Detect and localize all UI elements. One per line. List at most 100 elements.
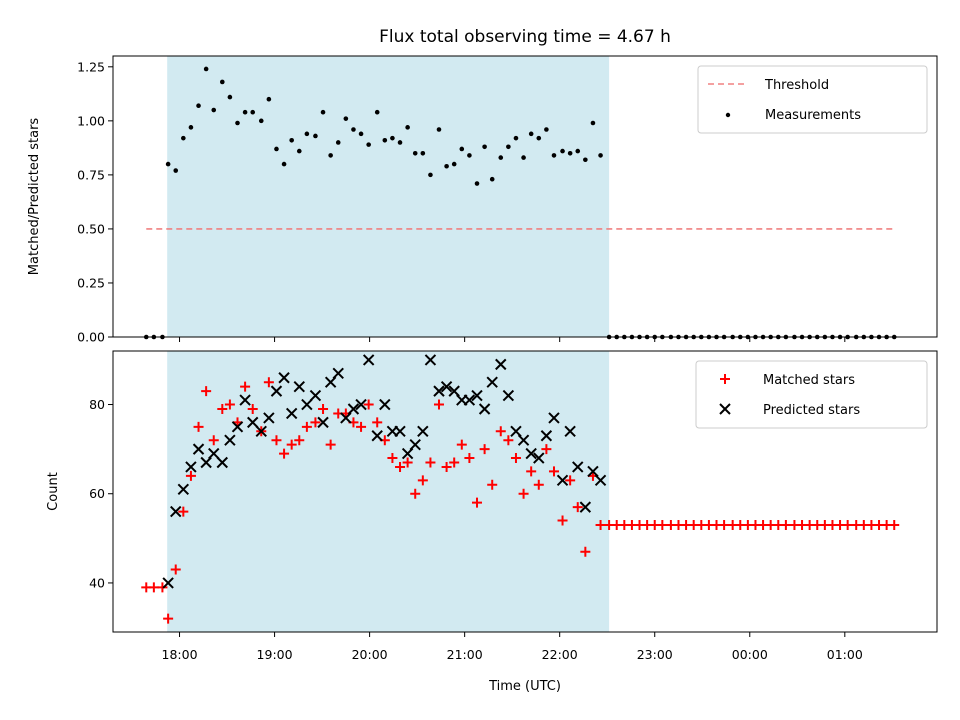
- predicted-star-point: [255, 425, 267, 437]
- matched-star-point: [510, 453, 521, 464]
- predicted-star-point: [239, 394, 251, 406]
- matched-star-point: [170, 564, 181, 575]
- measurement-point: [250, 109, 256, 115]
- x-tick-label: 23:00: [637, 647, 673, 662]
- matched-star-point: [533, 479, 544, 490]
- matched-star-point: [395, 461, 406, 472]
- predicted-star-point: [379, 398, 391, 411]
- predicted-star-point: [355, 398, 367, 411]
- matched-star-point: [163, 613, 174, 624]
- predicted-star-point: [517, 434, 530, 446]
- matched-star-point: [557, 515, 568, 526]
- predicted-star-point: [478, 403, 491, 415]
- matched-star-point: [185, 470, 196, 481]
- y-tick-label: 1.00: [77, 113, 105, 128]
- measurement-point: [181, 135, 186, 141]
- measurement-point: [343, 116, 349, 121]
- predicted-star-point: [309, 389, 322, 402]
- predicted-star-point: [495, 358, 507, 371]
- observing-window-top: [167, 56, 610, 337]
- x-tick-label: 20:00: [352, 647, 388, 662]
- measurement-point: [211, 107, 217, 113]
- x-tick-label: 21:00: [447, 647, 483, 662]
- measurement-point: [366, 142, 371, 147]
- predicted-star-point: [394, 425, 406, 437]
- measurement-point: [489, 176, 495, 182]
- matched-legend-swatch: [720, 374, 730, 384]
- matched-star-point: [271, 435, 282, 446]
- predicted-star-point: [224, 434, 236, 446]
- measurement-point: [165, 161, 171, 167]
- matched-star-point: [780, 519, 791, 530]
- measurement-point: [188, 125, 194, 130]
- predicted-legend-swatch: [719, 403, 731, 415]
- predicted-star-point: [362, 354, 375, 366]
- matched-star-point: [263, 377, 274, 388]
- matched-star-point: [842, 519, 853, 530]
- measurement-point: [444, 163, 449, 169]
- y-tick-label: 0.50: [77, 221, 105, 236]
- predicted-star-point: [285, 407, 298, 420]
- matched-star-point: [526, 466, 537, 477]
- predicted-star-point: [347, 403, 360, 415]
- measurement-point: [320, 109, 326, 115]
- matched-star-point: [565, 475, 576, 486]
- measurement-point: [203, 66, 209, 72]
- measurement-point: [521, 155, 526, 160]
- predicted-star-point: [409, 438, 421, 451]
- count-panel-frame: [112, 350, 938, 633]
- measurement-point: [506, 144, 511, 150]
- predicted-star-point: [177, 483, 190, 495]
- matched-star-point: [325, 439, 336, 450]
- matched-star-point: [487, 479, 498, 490]
- measurement-point: [351, 127, 356, 132]
- legend-box: [697, 65, 928, 134]
- predicted-star-point: [371, 430, 383, 442]
- matched-star-point: [301, 421, 312, 432]
- matched-star-point: [548, 466, 559, 477]
- matched-star-point: [472, 497, 483, 508]
- matched-star-point: [518, 488, 529, 499]
- x-tick-label: 22:00: [542, 647, 578, 662]
- predicted-star-point: [556, 474, 569, 487]
- predicted-star-point: [278, 372, 290, 384]
- measurement-point: [335, 140, 341, 145]
- matched-star-point: [310, 417, 321, 428]
- matched-star-point: [441, 461, 452, 472]
- measurement-point: [266, 96, 272, 102]
- measurement-point: [196, 103, 201, 109]
- y-tick-label: 0.25: [77, 275, 105, 290]
- x-axis-ticks: 18:00 19:00 20:00 21:00 22:00 23:00 00:00 01:00: [162, 647, 863, 662]
- matched-star-point: [279, 448, 290, 459]
- x-tick-label: 00:00: [732, 647, 768, 662]
- matched-star-point: [503, 435, 514, 446]
- predicted-star-point: [579, 501, 592, 513]
- matched-star-point: [580, 546, 591, 557]
- predicted-star-point: [170, 505, 182, 518]
- matched-star-point: [595, 519, 606, 530]
- predicted-star-point: [463, 394, 476, 406]
- predicted-star-point: [332, 367, 344, 380]
- measurement-point: [544, 127, 549, 132]
- predicted-star-point: [540, 430, 553, 442]
- matched-star-point: [449, 457, 460, 468]
- measurement-point: [390, 135, 395, 141]
- matched-star-point: [157, 582, 168, 593]
- count-panel: 40 60 80 Count Matched stars Predicted sta…: [46, 350, 938, 637]
- predicted-star-point: [293, 380, 305, 393]
- matched-star-point: [495, 426, 506, 437]
- matched-star-point: [372, 417, 383, 428]
- measurement-point: [412, 150, 418, 156]
- x-tick-label: 19:00: [257, 647, 293, 662]
- predicted-star-point: [162, 577, 174, 589]
- predicted-star-point: [192, 443, 205, 455]
- predicted-star-point: [564, 425, 576, 437]
- measurement-point: [374, 109, 380, 115]
- matched-legend-label: Matched stars: [763, 373, 855, 388]
- measurement-point: [258, 118, 264, 124]
- ratio-panel-frame: [112, 55, 938, 338]
- observing-window-bottom: [167, 351, 610, 632]
- measurements-legend-label: Measurements: [765, 108, 861, 123]
- measurement-point: [304, 131, 310, 137]
- matched-star-point: [572, 502, 583, 513]
